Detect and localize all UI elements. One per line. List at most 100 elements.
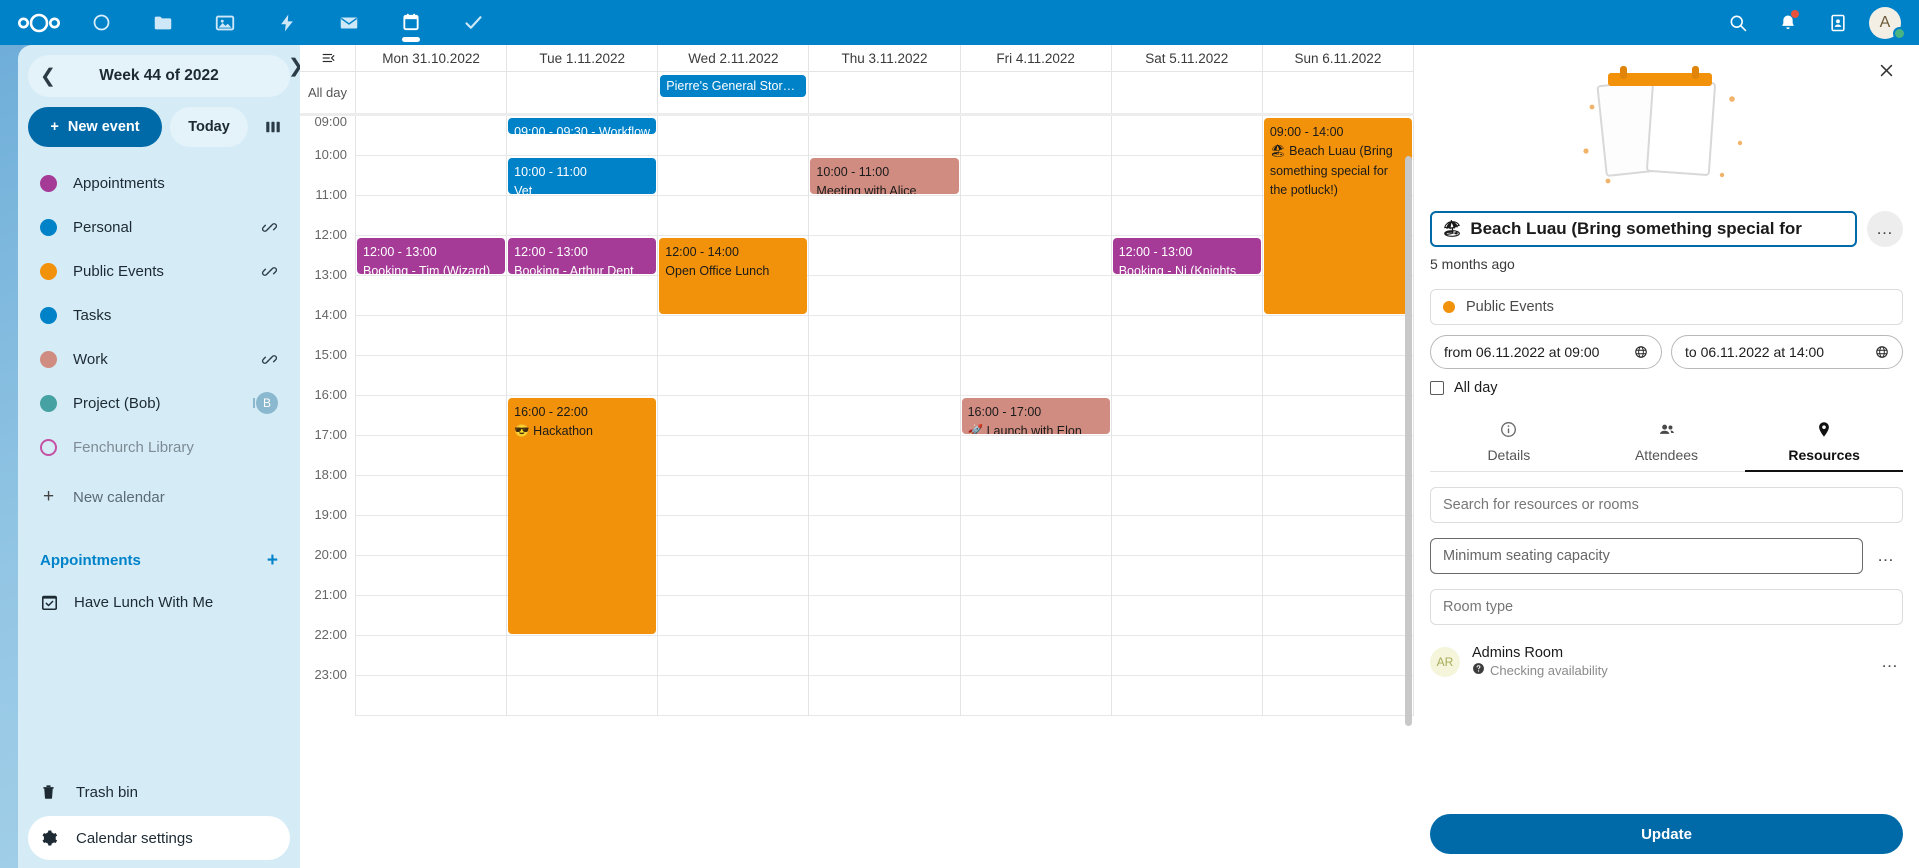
- hour-cell[interactable]: [1111, 516, 1262, 556]
- all-day-cell-tue[interactable]: [507, 72, 659, 113]
- calendar-event[interactable]: 12:00 - 13:00 Booking - Arthur Dent: [508, 238, 657, 274]
- day-column-fri[interactable]: 16:00 - 17:00 🚀 Launch with Elon: [960, 116, 1112, 716]
- tab-details[interactable]: Details: [1430, 414, 1588, 471]
- all-day-cell-mon[interactable]: [356, 72, 508, 113]
- hour-cell[interactable]: [507, 156, 658, 196]
- event-calendar-select[interactable]: Public Events: [1430, 289, 1903, 325]
- hour-cell[interactable]: [960, 316, 1111, 356]
- hour-cell[interactable]: [960, 356, 1111, 396]
- hour-cell[interactable]: [1262, 436, 1413, 476]
- new-calendar-button[interactable]: + New calendar: [28, 475, 290, 519]
- hour-cell[interactable]: [356, 276, 507, 316]
- calendar-event[interactable]: 10:00 - 11:00 Meeting with Alice: [810, 158, 959, 194]
- all-day-cell-wed[interactable]: Pierre's General Stor…: [658, 72, 810, 113]
- hour-cell[interactable]: [1111, 196, 1262, 236]
- hour-cell[interactable]: [356, 516, 507, 556]
- photos-icon[interactable]: [194, 0, 256, 45]
- hour-cell[interactable]: [960, 636, 1111, 676]
- hour-cell[interactable]: [658, 116, 809, 156]
- hour-cell[interactable]: [507, 636, 658, 676]
- add-appointment-icon[interactable]: +: [266, 550, 278, 571]
- scrollbar-thumb[interactable]: [1405, 156, 1412, 726]
- all-day-cell-sat[interactable]: [1112, 72, 1263, 113]
- day-header-sat[interactable]: Sat 5.11.2022: [1112, 45, 1263, 71]
- hour-cell[interactable]: [1111, 276, 1262, 316]
- day-header-sun[interactable]: Sun 6.11.2022: [1263, 45, 1414, 71]
- day-column-sun[interactable]: 09:00 - 14:00 🏖 Beach Luau (Bring somethi…: [1262, 116, 1414, 716]
- event-start-date-field[interactable]: from 06.11.2022 at 09:00: [1430, 335, 1662, 369]
- hour-cell[interactable]: [809, 156, 960, 196]
- hour-cell[interactable]: [356, 236, 507, 276]
- hour-cell[interactable]: [960, 516, 1111, 556]
- update-button[interactable]: Update: [1430, 814, 1903, 854]
- hour-cell[interactable]: [960, 436, 1111, 476]
- hour-cell[interactable]: [1262, 356, 1413, 396]
- next-week-button[interactable]: ❯: [288, 55, 304, 77]
- hour-cell[interactable]: [960, 156, 1111, 196]
- all-day-cell-fri[interactable]: [961, 72, 1112, 113]
- hour-cell[interactable]: [356, 356, 507, 396]
- hour-cell[interactable]: [356, 596, 507, 636]
- hour-cell[interactable]: [1111, 156, 1262, 196]
- close-icon[interactable]: [1869, 53, 1903, 87]
- hour-cell[interactable]: [960, 236, 1111, 276]
- search-icon[interactable]: [1713, 0, 1763, 45]
- share-icon[interactable]: [261, 351, 278, 368]
- appointment-item-have-lunch-with-me[interactable]: Have Lunch With Me: [28, 580, 290, 624]
- all-day-cell-thu[interactable]: [809, 72, 961, 113]
- calendar-item-project-bob[interactable]: Project (Bob) B: [28, 381, 290, 425]
- hour-cell[interactable]: [809, 476, 960, 516]
- calendar-item-personal[interactable]: Personal: [28, 205, 290, 249]
- hour-cell[interactable]: [809, 316, 960, 356]
- hour-cell[interactable]: [1111, 596, 1262, 636]
- hour-cell[interactable]: [658, 556, 809, 596]
- hour-cell[interactable]: [960, 396, 1111, 436]
- hour-cell[interactable]: [960, 556, 1111, 596]
- hour-cell[interactable]: [1262, 276, 1413, 316]
- hour-cell[interactable]: [1262, 316, 1413, 356]
- calendar-event[interactable]: 16:00 - 22:00 😎 Hackathon: [508, 398, 657, 634]
- hour-cell[interactable]: [356, 556, 507, 596]
- resource-search-input[interactable]: Search for resources or rooms: [1430, 487, 1903, 523]
- hour-cell[interactable]: [658, 356, 809, 396]
- calendar-event[interactable]: 09:00 - 14:00 🏖 Beach Luau (Bring somethi…: [1263, 118, 1412, 314]
- hour-cell[interactable]: [1111, 636, 1262, 676]
- globe-icon[interactable]: [1875, 345, 1889, 359]
- hour-cell[interactable]: [658, 396, 809, 436]
- hour-cell[interactable]: [507, 236, 658, 276]
- hour-cell[interactable]: [1262, 396, 1413, 436]
- hour-cell[interactable]: [960, 596, 1111, 636]
- view-switch-icon[interactable]: [256, 107, 290, 147]
- day-header-wed[interactable]: Wed 2.11.2022: [658, 45, 810, 71]
- hour-cell[interactable]: [1111, 236, 1262, 276]
- collapse-allday-icon[interactable]: [300, 45, 356, 71]
- tasks-icon[interactable]: [442, 0, 504, 45]
- hour-cell[interactable]: [507, 196, 658, 236]
- day-header-tue[interactable]: Tue 1.11.2022: [507, 45, 659, 71]
- hour-cell[interactable]: [1111, 116, 1262, 156]
- hour-cell[interactable]: [809, 356, 960, 396]
- hour-cell[interactable]: [1111, 556, 1262, 596]
- hour-cell[interactable]: [356, 196, 507, 236]
- hour-cell[interactable]: [1111, 436, 1262, 476]
- hour-cell[interactable]: [356, 636, 507, 676]
- minimum-seating-capacity-input[interactable]: Minimum seating capacity: [1430, 538, 1863, 574]
- share-icon[interactable]: [261, 219, 278, 236]
- mail-icon[interactable]: [318, 0, 380, 45]
- tab-attendees[interactable]: Attendees: [1588, 414, 1746, 471]
- all-day-checkbox-row[interactable]: All day: [1430, 380, 1903, 396]
- day-column-tue[interactable]: 09:00 - 09:30 - Workflow 10:00 - 11:00 Vet…: [507, 116, 659, 716]
- hour-cell[interactable]: [658, 156, 809, 196]
- hour-cell[interactable]: [507, 356, 658, 396]
- notifications-icon[interactable]: [1763, 0, 1813, 45]
- event-title-input[interactable]: 🏖 Beach Luau (Bring something special fo…: [1430, 211, 1857, 247]
- day-column-sat[interactable]: 12:00 - 13:00 Booking - Ni (Knights: [1111, 116, 1263, 716]
- hour-cell[interactable]: [507, 316, 658, 356]
- hour-cell[interactable]: [960, 676, 1111, 716]
- resource-more-button[interactable]: …: [1881, 651, 1899, 671]
- hour-cell[interactable]: [658, 476, 809, 516]
- day-column-thu[interactable]: 10:00 - 11:00 Meeting with Alice: [809, 116, 961, 716]
- hour-cell[interactable]: [809, 396, 960, 436]
- hour-cell[interactable]: [356, 476, 507, 516]
- hour-cell[interactable]: [658, 276, 809, 316]
